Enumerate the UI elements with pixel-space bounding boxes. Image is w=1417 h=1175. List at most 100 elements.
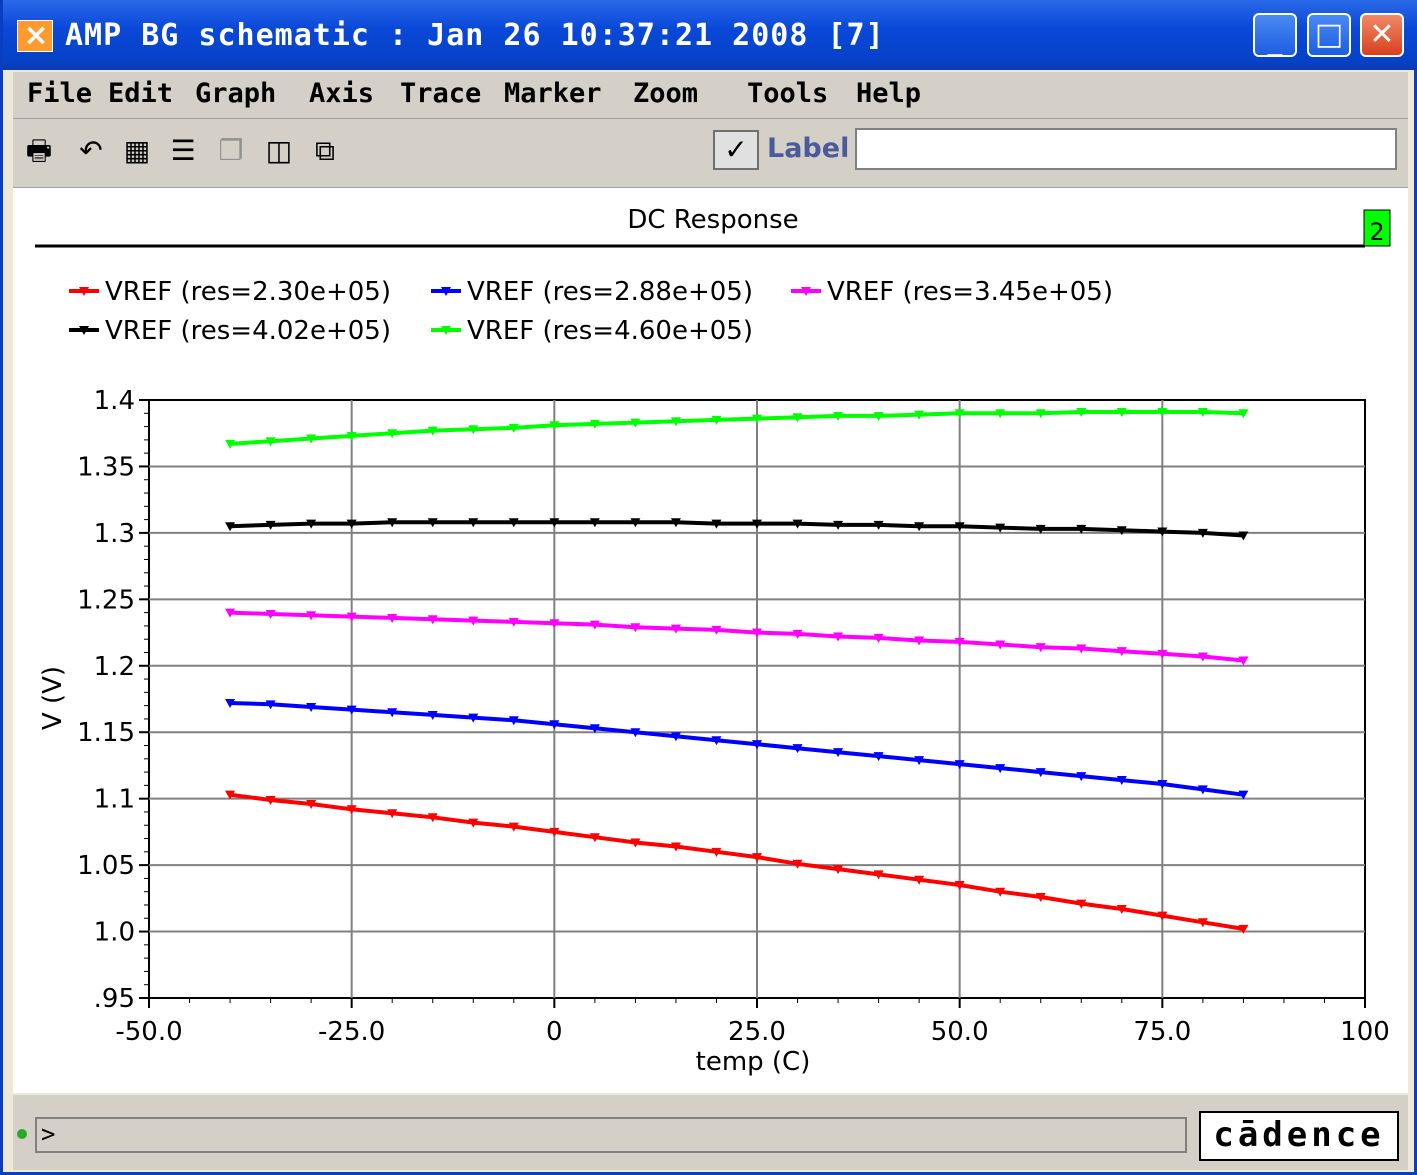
undo-icon[interactable]: ↶ <box>79 134 103 167</box>
overlay-icon[interactable]: ❐ <box>218 134 244 167</box>
label-input[interactable] <box>855 128 1397 170</box>
toolbar: 🖶 ↶ ▦ ☰ ❐ ◫ ⧉ ✓ Label <box>13 119 1408 188</box>
command-input[interactable]: > <box>35 1117 1187 1153</box>
data-point <box>914 636 925 646</box>
data-point <box>995 764 1006 774</box>
data-point <box>752 853 762 863</box>
data-point <box>265 437 276 447</box>
menu-file[interactable]: File <box>27 78 93 109</box>
split-icon[interactable]: ◫ <box>265 134 293 167</box>
data-point <box>1157 780 1168 790</box>
x-tick-label: 25.0 <box>728 1017 786 1047</box>
minimize-button[interactable]: _ <box>1253 13 1297 58</box>
data-point <box>508 716 519 726</box>
y-tick-label: 1.15 <box>77 718 135 748</box>
data-point <box>468 518 479 528</box>
data-point <box>1157 407 1168 417</box>
close-button[interactable]: ✕ <box>1360 13 1404 57</box>
data-point <box>711 736 722 746</box>
data-point <box>387 518 398 528</box>
y-tick-label: 1.0 <box>94 918 135 948</box>
data-point <box>1116 407 1127 417</box>
data-point <box>1238 924 1249 934</box>
data-point <box>306 611 317 621</box>
data-point <box>954 881 965 891</box>
menu-trace[interactable]: Trace <box>400 78 482 109</box>
data-point <box>995 409 1006 419</box>
data-point <box>630 623 641 633</box>
x-tick-label: -25.0 <box>318 1017 385 1047</box>
data-point <box>1076 644 1087 654</box>
data-point <box>1076 524 1087 534</box>
data-point <box>711 415 722 425</box>
data-point <box>468 713 479 723</box>
x-tick-label: 75.0 <box>1133 1017 1191 1047</box>
maximize-button[interactable]: □ <box>1307 13 1351 57</box>
menu-graph[interactable]: Graph <box>195 78 277 109</box>
data-point <box>1076 407 1087 417</box>
menu-help[interactable]: Help <box>856 78 922 109</box>
data-point <box>225 790 236 800</box>
plot-pane[interactable]: DC Response 2 VREF (res=2.30e+05) VREF (r… <box>13 188 1408 1093</box>
printer-icon[interactable]: 🖶 <box>25 134 53 167</box>
menu-tools[interactable]: Tools <box>747 78 829 109</box>
menu-zoom[interactable]: Zoom <box>633 78 699 109</box>
data-point <box>630 418 641 428</box>
y-tick-label: 1.35 <box>77 452 135 482</box>
data-point <box>670 624 681 634</box>
series-line-2 <box>230 701 1244 797</box>
data-point <box>914 522 925 532</box>
data-point <box>1076 772 1087 782</box>
menu-marker[interactable]: Marker <box>504 78 602 109</box>
data-point <box>427 813 438 823</box>
legend-entry-4: VREF (res=4.02e+05) <box>105 316 391 346</box>
new-window-icon[interactable]: ⧉ <box>315 134 335 167</box>
data-point <box>1197 407 1208 417</box>
menu-edit[interactable]: Edit <box>108 78 174 109</box>
subwindow-badge[interactable] <box>1363 209 1391 247</box>
label-checkbox-text: Label <box>767 133 850 164</box>
data-point <box>833 411 844 421</box>
series-line-1 <box>229 792 1244 931</box>
data-point <box>306 434 317 444</box>
data-point <box>468 616 479 626</box>
data-point <box>549 421 560 431</box>
dc-response-chart[interactable]: DC Response 2 VREF (res=2.30e+05) VREF (r… <box>13 188 1408 1093</box>
data-point <box>873 752 884 762</box>
data-point <box>1035 768 1046 778</box>
data-point <box>1035 409 1046 419</box>
data-point <box>792 629 803 639</box>
legend-marker-3 <box>801 287 811 296</box>
grid-icon[interactable]: ▦ <box>123 134 151 167</box>
label-checkbox[interactable]: ✓ <box>713 130 759 170</box>
data-point <box>1035 643 1046 653</box>
series-line-3 <box>230 610 1244 663</box>
data-point <box>468 818 479 828</box>
data-point <box>427 615 438 625</box>
data-point <box>589 518 600 528</box>
data-point <box>549 518 560 528</box>
strip-icon[interactable]: ☰ <box>170 134 196 167</box>
data-point <box>387 429 398 439</box>
legend-entry-5: VREF (res=4.60e+05) <box>467 316 753 346</box>
x-tick-label: 0 <box>546 1017 563 1047</box>
title-bar[interactable]: × AMP BG schematic : Jan 26 10:37:21 200… <box>3 0 1417 70</box>
data-point <box>833 748 844 758</box>
data-point <box>1116 526 1127 536</box>
y-tick-label: 1.05 <box>77 851 135 881</box>
data-point <box>630 518 641 528</box>
menu-axis[interactable]: Axis <box>309 78 375 109</box>
window-title: AMP BG schematic : Jan 26 10:37:21 2008 … <box>65 18 885 53</box>
legend-entry-3: VREF (res=3.45e+05) <box>827 277 1113 307</box>
data-point <box>873 633 884 643</box>
data-point <box>225 698 236 708</box>
data-point <box>670 417 681 427</box>
data-point <box>954 637 965 647</box>
data-point <box>1197 652 1208 662</box>
data-point <box>792 519 803 529</box>
data-point <box>549 720 560 730</box>
app-icon[interactable]: × <box>17 18 53 53</box>
data-point <box>346 705 357 715</box>
subwindow-badge-label: 2 <box>1369 218 1384 246</box>
